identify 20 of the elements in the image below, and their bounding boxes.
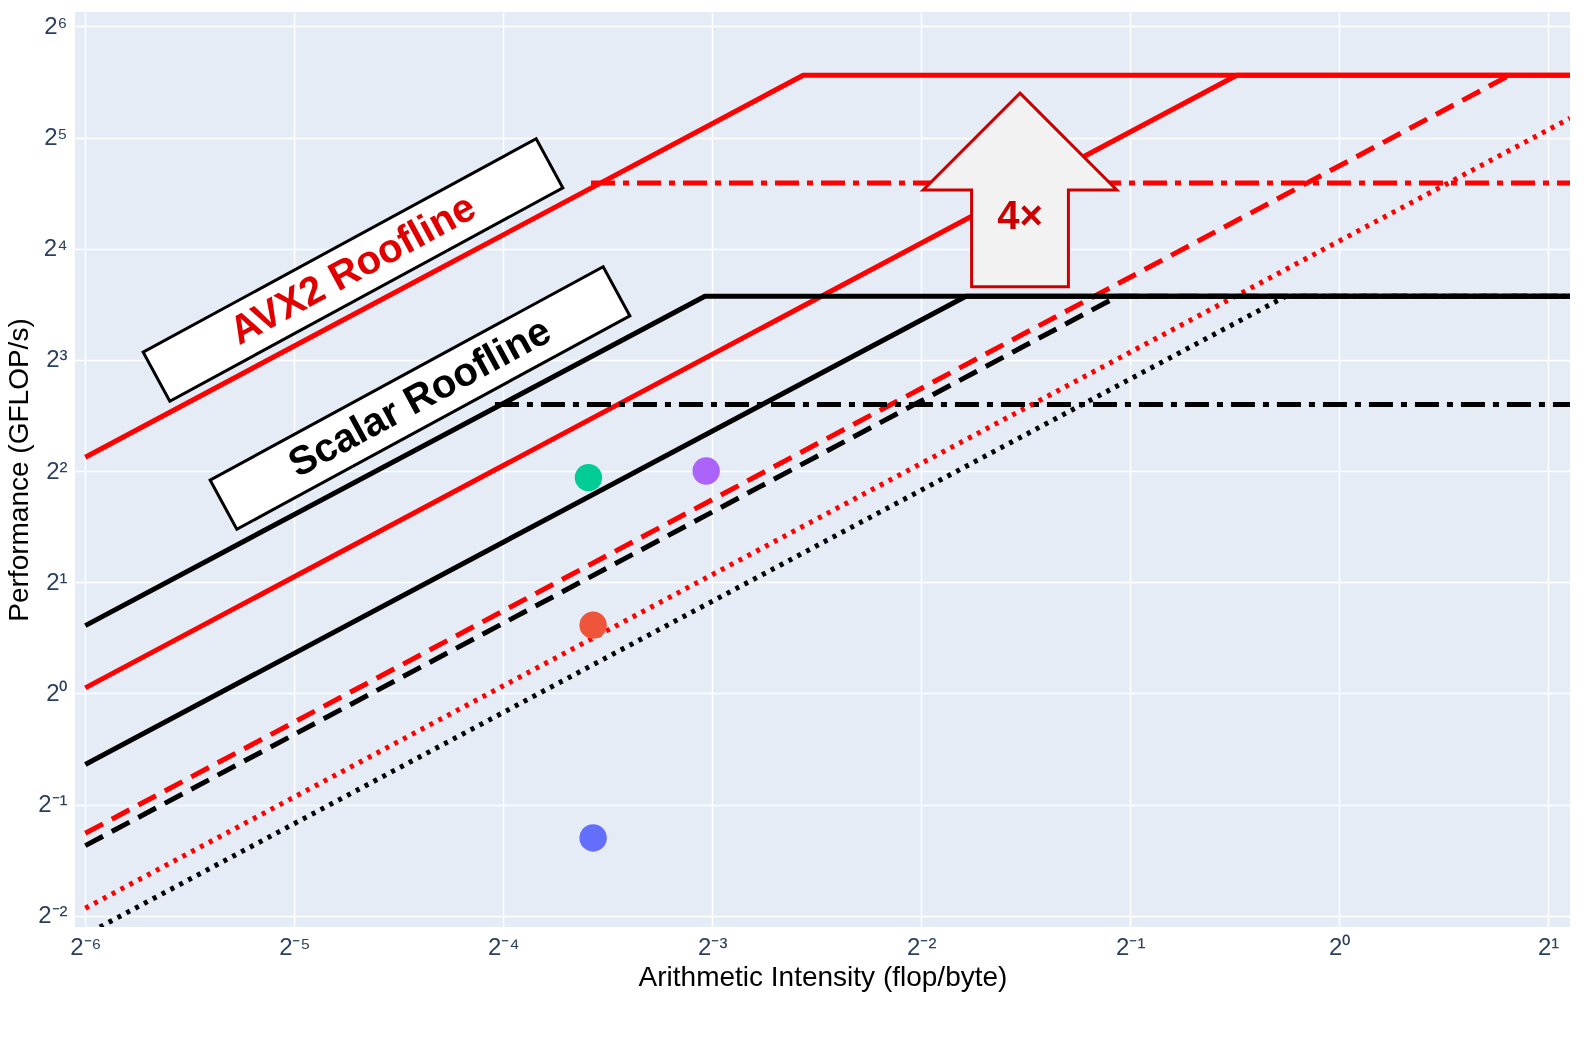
- y-tick-label: 2⁵: [44, 123, 68, 151]
- y-tick-label: 2³: [46, 345, 68, 373]
- y-tick-label: 2⁴: [43, 234, 68, 262]
- y-tick-label: 2⁶: [44, 11, 68, 39]
- y-tick-label: 2²: [46, 456, 68, 484]
- x-tick-label: 2⁻²: [907, 932, 937, 960]
- x-tick-label: 2⁻¹: [1116, 932, 1146, 960]
- x-axis-title: Arithmetic Intensity (flop/byte): [638, 960, 1008, 992]
- x-tick-label: 2⁻⁴: [487, 932, 520, 960]
- x-tick-label: 2⁻³: [698, 932, 728, 960]
- x-tick-label: 2⁻⁶: [70, 932, 102, 960]
- x-tick-label: 2⁻⁵: [279, 932, 311, 960]
- x-tick-label: 2¹: [1538, 932, 1560, 960]
- annotation: 4×: [997, 193, 1043, 237]
- x-tick-label: 2⁰: [1329, 932, 1351, 960]
- y-tick-label: 2⁰: [46, 678, 68, 706]
- y-tick-label: 2⁻¹: [38, 790, 68, 818]
- y-tick-label: 2⁻²: [38, 901, 68, 929]
- y-tick-label: 2¹: [46, 567, 68, 595]
- y-axis-title: Performance (GFLOP/s): [3, 318, 35, 622]
